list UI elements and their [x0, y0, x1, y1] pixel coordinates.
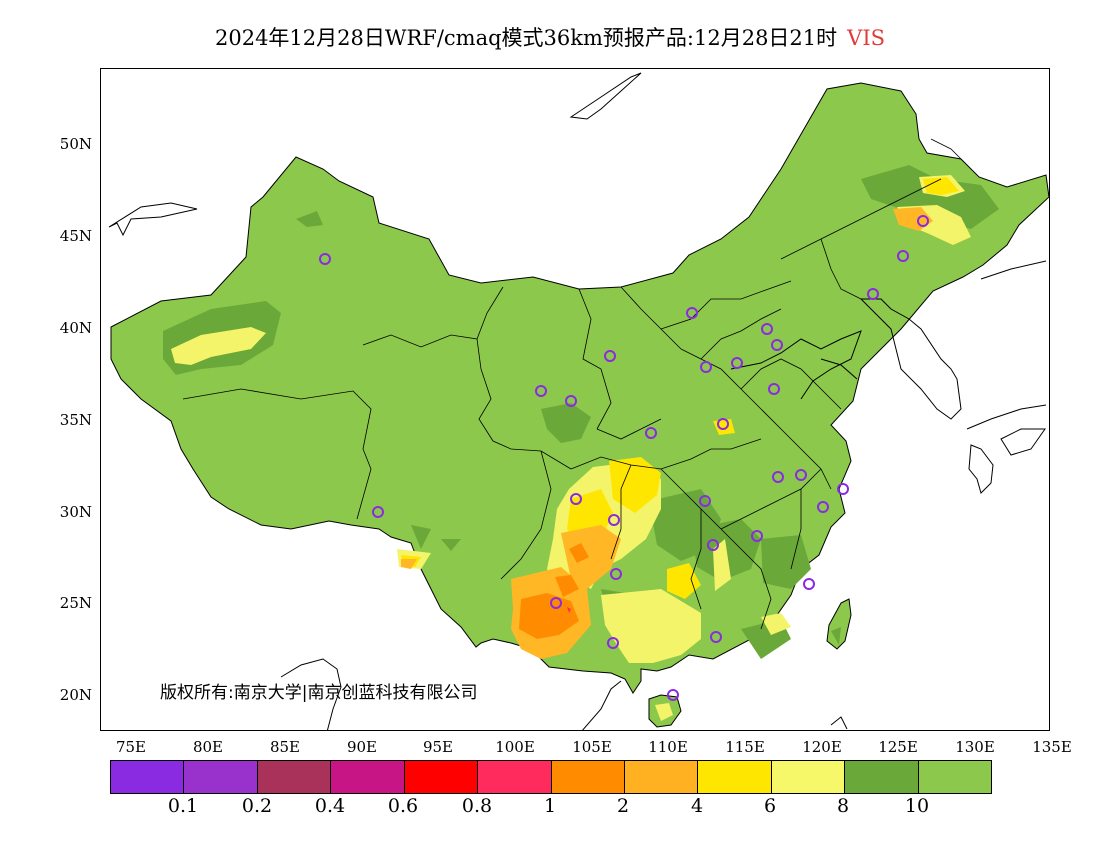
legend-swatch: [184, 761, 258, 793]
title-main: 2024年12月28日WRF/cmaq模式36km预报产品:12月28日21时: [214, 26, 838, 50]
legend-swatch: [331, 761, 405, 793]
orange-zones: [519, 543, 589, 639]
map-frame: [100, 68, 1050, 731]
legend-swatch: [551, 761, 625, 793]
lon-label: 95E: [422, 738, 454, 756]
color-legend: [110, 760, 992, 794]
lat-label: 50N: [59, 135, 92, 153]
lon-label: 105E: [572, 738, 612, 756]
legend-label: 0.2: [241, 795, 273, 817]
legend-label: 0.8: [461, 795, 493, 817]
legend-label: 2: [616, 795, 630, 817]
lat-label: 20N: [59, 686, 92, 704]
lon-label: 100E: [495, 738, 535, 756]
lon-label: 110E: [648, 738, 688, 756]
legend-swatch: [111, 761, 185, 793]
lon-label: 115E: [725, 738, 765, 756]
legend-label: 4: [690, 795, 704, 817]
legend-swatch: [698, 761, 772, 793]
lon-label: 90E: [346, 738, 378, 756]
title-variable: VIS: [847, 26, 886, 50]
legend-label: 6: [763, 795, 777, 817]
lat-label: 35N: [59, 411, 92, 429]
china-landmass: [110, 82, 1049, 694]
lon-label: 120E: [802, 738, 842, 756]
legend-swatch: [404, 761, 479, 793]
legend-swatch: [478, 761, 552, 793]
legend-label: 0.1: [167, 795, 199, 817]
legend-label: 0.4: [314, 795, 346, 817]
copyright-text: 版权所有:南京大学|南京创蓝科技有限公司: [160, 683, 478, 703]
station-markers: [319, 215, 929, 701]
lat-label: 40N: [59, 319, 92, 337]
legend-swatch: [624, 761, 699, 793]
lon-label: 85E: [269, 738, 301, 756]
legend-swatch: [257, 761, 332, 793]
lat-label: 30N: [59, 503, 92, 521]
legend-label: 0.6: [387, 795, 419, 817]
lon-label: 135E: [1032, 738, 1072, 756]
lat-label: 25N: [59, 594, 92, 612]
map-title: 2024年12月28日WRF/cmaq模式36km预报产品:12月28日21时 V…: [0, 22, 1100, 52]
lon-label: 75E: [115, 738, 147, 756]
china-map: [108, 72, 1049, 730]
legend-swatch: [918, 761, 992, 793]
lat-label: 45N: [59, 227, 92, 245]
province-borders: [182, 138, 962, 630]
legend-label: 1: [543, 795, 557, 817]
legend-swatch: [771, 761, 846, 793]
taiwan-island: [826, 598, 852, 650]
lon-label: 130E: [955, 738, 995, 756]
lon-label: 125E: [878, 738, 918, 756]
lon-label: 80E: [192, 738, 224, 756]
legend-label: 8: [836, 795, 850, 817]
legend-label: 10: [904, 795, 930, 817]
coastlines: [108, 72, 1047, 730]
legend-swatch: [845, 761, 919, 793]
